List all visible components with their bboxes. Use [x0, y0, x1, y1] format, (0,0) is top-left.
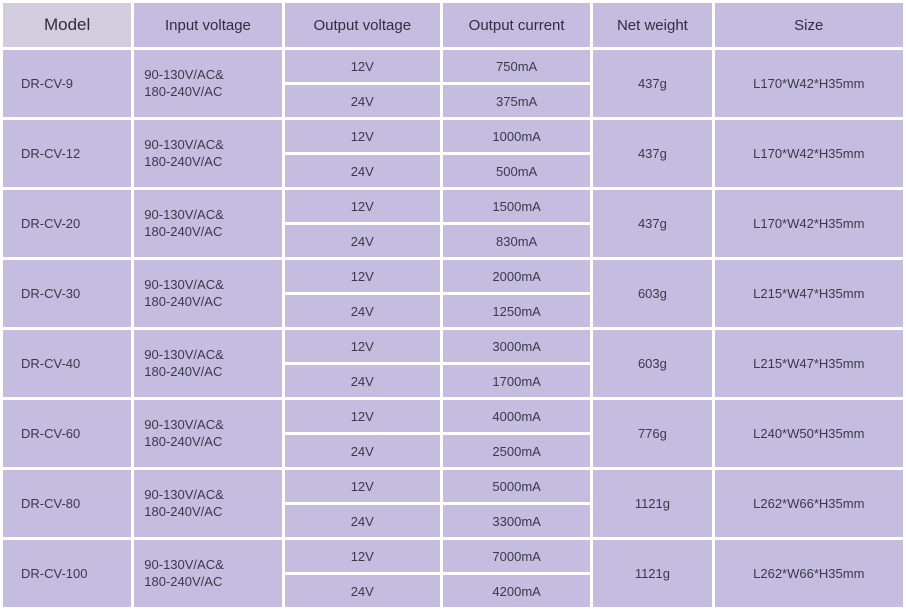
cell-output-current: 1700mA: [443, 365, 590, 397]
cell-input-voltage: 90-130V/AC&180-240V/AC: [134, 260, 281, 327]
cell-size: L215*W47*H35mm: [715, 260, 903, 327]
cell-output-current: 1000mA: [443, 120, 590, 152]
col-header-input-voltage: Input voltage: [134, 3, 281, 47]
cell-size: L170*W42*H35mm: [715, 190, 903, 257]
cell-output-current: 830mA: [443, 225, 590, 257]
cell-model: DR-CV-100: [3, 540, 131, 607]
cell-input-voltage: 90-130V/AC&180-240V/AC: [134, 400, 281, 467]
cell-net-weight: 776g: [593, 400, 711, 467]
cell-output-current: 750mA: [443, 50, 590, 82]
cell-model: DR-CV-9: [3, 50, 131, 117]
table-row: DR-CV-10090-130V/AC&180-240V/AC12V7000mA…: [3, 540, 903, 572]
cell-net-weight: 1121g: [593, 540, 711, 607]
cell-output-voltage: 24V: [285, 85, 440, 117]
cell-output-voltage: 12V: [285, 260, 440, 292]
cell-output-voltage: 24V: [285, 155, 440, 187]
cell-input-voltage: 90-130V/AC&180-240V/AC: [134, 540, 281, 607]
cell-size: L170*W42*H35mm: [715, 50, 903, 117]
cell-net-weight: 603g: [593, 330, 711, 397]
cell-input-voltage: 90-130V/AC&180-240V/AC: [134, 120, 281, 187]
cell-net-weight: 603g: [593, 260, 711, 327]
cell-output-voltage: 12V: [285, 190, 440, 222]
cell-output-current: 5000mA: [443, 470, 590, 502]
table-row: DR-CV-1290-130V/AC&180-240V/AC12V1000mA4…: [3, 120, 903, 152]
cell-output-voltage: 12V: [285, 540, 440, 572]
cell-model: DR-CV-40: [3, 330, 131, 397]
cell-output-current: 500mA: [443, 155, 590, 187]
col-header-model: Model: [3, 3, 131, 47]
cell-model: DR-CV-80: [3, 470, 131, 537]
cell-output-voltage: 24V: [285, 295, 440, 327]
cell-output-current: 1250mA: [443, 295, 590, 327]
cell-size: L240*W50*H35mm: [715, 400, 903, 467]
cell-output-current: 2000mA: [443, 260, 590, 292]
cell-model: DR-CV-12: [3, 120, 131, 187]
cell-size: L215*W47*H35mm: [715, 330, 903, 397]
table-row: DR-CV-6090-130V/AC&180-240V/AC12V4000mA7…: [3, 400, 903, 432]
cell-output-current: 1500mA: [443, 190, 590, 222]
cell-output-current: 2500mA: [443, 435, 590, 467]
cell-net-weight: 1121g: [593, 470, 711, 537]
cell-input-voltage: 90-130V/AC&180-240V/AC: [134, 50, 281, 117]
table-row: DR-CV-2090-130V/AC&180-240V/AC12V1500mA4…: [3, 190, 903, 222]
table-header-row: Model Input voltage Output voltage Outpu…: [3, 3, 903, 47]
cell-output-voltage: 24V: [285, 365, 440, 397]
col-header-output-current: Output current: [443, 3, 590, 47]
cell-output-current: 3000mA: [443, 330, 590, 362]
cell-output-current: 3300mA: [443, 505, 590, 537]
cell-net-weight: 437g: [593, 50, 711, 117]
cell-input-voltage: 90-130V/AC&180-240V/AC: [134, 190, 281, 257]
cell-input-voltage: 90-130V/AC&180-240V/AC: [134, 470, 281, 537]
cell-size: L262*W66*H35mm: [715, 540, 903, 607]
cell-output-voltage: 12V: [285, 50, 440, 82]
spec-table: Model Input voltage Output voltage Outpu…: [0, 0, 906, 610]
col-header-net-weight: Net weight: [593, 3, 711, 47]
cell-output-current: 375mA: [443, 85, 590, 117]
cell-output-voltage: 12V: [285, 120, 440, 152]
table-row: DR-CV-990-130V/AC&180-240V/AC12V750mA437…: [3, 50, 903, 82]
cell-output-current: 7000mA: [443, 540, 590, 572]
cell-input-voltage: 90-130V/AC&180-240V/AC: [134, 330, 281, 397]
cell-model: DR-CV-60: [3, 400, 131, 467]
table-row: DR-CV-8090-130V/AC&180-240V/AC12V5000mA1…: [3, 470, 903, 502]
table-row: DR-CV-4090-130V/AC&180-240V/AC12V3000mA6…: [3, 330, 903, 362]
cell-output-current: 4000mA: [443, 400, 590, 432]
cell-output-voltage: 24V: [285, 505, 440, 537]
cell-net-weight: 437g: [593, 190, 711, 257]
cell-model: DR-CV-20: [3, 190, 131, 257]
cell-output-current: 4200mA: [443, 575, 590, 607]
cell-net-weight: 437g: [593, 120, 711, 187]
cell-size: L262*W66*H35mm: [715, 470, 903, 537]
cell-output-voltage: 24V: [285, 225, 440, 257]
cell-output-voltage: 24V: [285, 575, 440, 607]
cell-output-voltage: 12V: [285, 330, 440, 362]
cell-output-voltage: 24V: [285, 435, 440, 467]
col-header-size: Size: [715, 3, 903, 47]
table-row: DR-CV-3090-130V/AC&180-240V/AC12V2000mA6…: [3, 260, 903, 292]
cell-output-voltage: 12V: [285, 400, 440, 432]
cell-output-voltage: 12V: [285, 470, 440, 502]
col-header-output-voltage: Output voltage: [285, 3, 440, 47]
cell-model: DR-CV-30: [3, 260, 131, 327]
cell-size: L170*W42*H35mm: [715, 120, 903, 187]
